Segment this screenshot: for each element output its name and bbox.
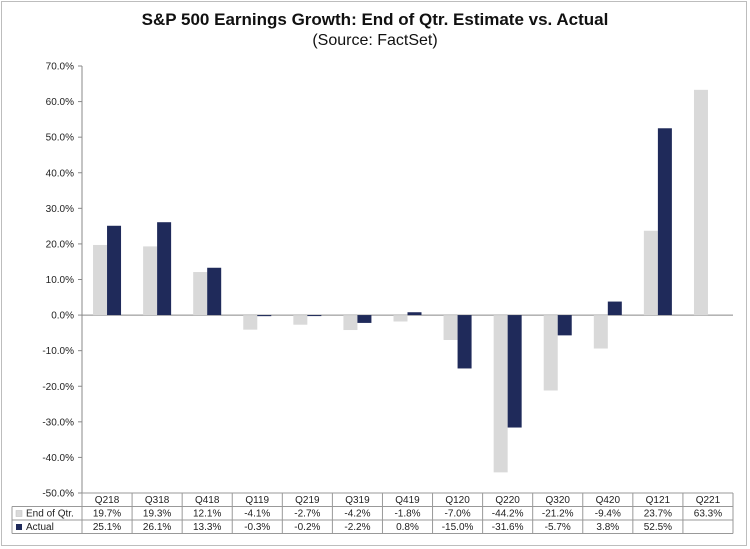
- data-label-estimate: -21.2%: [542, 509, 574, 520]
- x-category-label: Q219: [295, 495, 320, 506]
- data-label-actual: -31.6%: [492, 522, 524, 533]
- data-label-estimate: -44.2%: [492, 509, 524, 520]
- bar-estimate-q320: [543, 315, 558, 391]
- data-label-actual: 52.5%: [644, 522, 672, 533]
- data-label-actual: 3.8%: [596, 522, 619, 533]
- x-category-label: Q319: [345, 495, 370, 506]
- legend-label-actual: Actual: [26, 522, 54, 533]
- y-tick-label: -40.0%: [42, 453, 74, 464]
- data-label-estimate: 63.3%: [694, 509, 722, 520]
- x-category-label: Q318: [145, 495, 170, 506]
- data-label-estimate: 23.7%: [644, 509, 672, 520]
- bar-actual-q220: [507, 315, 522, 428]
- bar-actual-q120: [457, 315, 472, 369]
- x-category-label: Q221: [696, 495, 721, 506]
- data-label-actual: -5.7%: [545, 522, 571, 533]
- bar-actual-q420: [607, 301, 622, 316]
- bar-estimate-q121: [643, 230, 658, 316]
- x-category-label: Q420: [596, 495, 621, 506]
- legend-label-estimate: End of Qtr.: [26, 509, 74, 520]
- data-label-estimate: -9.4%: [595, 509, 621, 520]
- data-label-estimate: 12.1%: [193, 509, 221, 520]
- data-label-actual: -15.0%: [442, 522, 474, 533]
- bar-estimate-q120: [443, 315, 458, 340]
- bar-actual-q418: [207, 267, 222, 316]
- y-tick-label: 30.0%: [46, 204, 74, 215]
- bar-actual-q119: [257, 315, 272, 317]
- y-tick-label: 0.0%: [51, 311, 74, 322]
- bar-estimate-q419: [393, 315, 408, 322]
- bar-actual-q318: [157, 222, 172, 316]
- bar-actual-q419: [407, 312, 422, 316]
- y-tick-label: -20.0%: [42, 382, 74, 393]
- bar-estimate-q418: [193, 272, 208, 316]
- data-label-actual: -0.3%: [244, 522, 270, 533]
- data-label-estimate: 19.3%: [143, 509, 171, 520]
- bar-estimate-q318: [143, 246, 158, 316]
- data-label-estimate: -4.2%: [344, 509, 370, 520]
- legend-swatch-actual: [16, 524, 22, 530]
- bar-estimate-q221: [693, 89, 708, 316]
- y-tick-label: 10.0%: [46, 275, 74, 286]
- legend-swatch-estimate: [15, 510, 23, 517]
- bar-actual-q320: [557, 315, 572, 336]
- y-tick-label: 50.0%: [46, 133, 74, 144]
- data-label-actual: -0.2%: [294, 522, 320, 533]
- data-label-estimate: -1.8%: [394, 509, 420, 520]
- data-label-estimate: -4.1%: [244, 509, 270, 520]
- bar-actual-q219: [307, 315, 322, 317]
- x-category-label: Q218: [95, 495, 120, 506]
- x-category-label: Q121: [646, 495, 671, 506]
- bar-estimate-q220: [493, 315, 508, 473]
- data-label-estimate: 19.7%: [93, 509, 121, 520]
- chart-subtitle: (Source: FactSet): [312, 32, 438, 49]
- chart-title: S&P 500 Earnings Growth: End of Qtr. Est…: [141, 10, 609, 29]
- y-tick-label: 40.0%: [46, 168, 74, 179]
- x-category-label: Q119: [245, 495, 269, 506]
- bar-estimate-q119: [243, 315, 258, 330]
- x-category-label: Q120: [445, 495, 470, 506]
- data-label-estimate: -2.7%: [294, 509, 320, 520]
- bar-actual-q218: [107, 225, 122, 316]
- x-category-label: Q220: [495, 495, 520, 506]
- data-label-actual: 26.1%: [143, 522, 171, 533]
- data-label-actual: -2.2%: [344, 522, 370, 533]
- data-label-actual: 13.3%: [193, 522, 221, 533]
- x-category-label: Q320: [545, 495, 570, 506]
- bar-estimate-q219: [293, 315, 308, 325]
- bar-actual-q319: [357, 315, 372, 323]
- bar-estimate-q420: [593, 315, 608, 349]
- bar-estimate-q319: [343, 315, 358, 331]
- y-tick-label: 60.0%: [46, 97, 74, 108]
- y-tick-label: -30.0%: [42, 417, 74, 428]
- data-label-actual: 25.1%: [93, 522, 121, 533]
- y-tick-label: 70.0%: [46, 62, 74, 73]
- bar-estimate-q218: [93, 244, 108, 316]
- y-tick-label: -50.0%: [42, 489, 74, 500]
- data-label-actual: 0.8%: [396, 522, 419, 533]
- x-category-label: Q419: [395, 495, 420, 506]
- data-label-estimate: -7.0%: [445, 509, 471, 520]
- y-tick-label: 20.0%: [46, 239, 74, 250]
- bar-actual-q121: [657, 128, 672, 316]
- y-tick-label: -10.0%: [42, 346, 74, 357]
- x-category-label: Q418: [195, 495, 220, 506]
